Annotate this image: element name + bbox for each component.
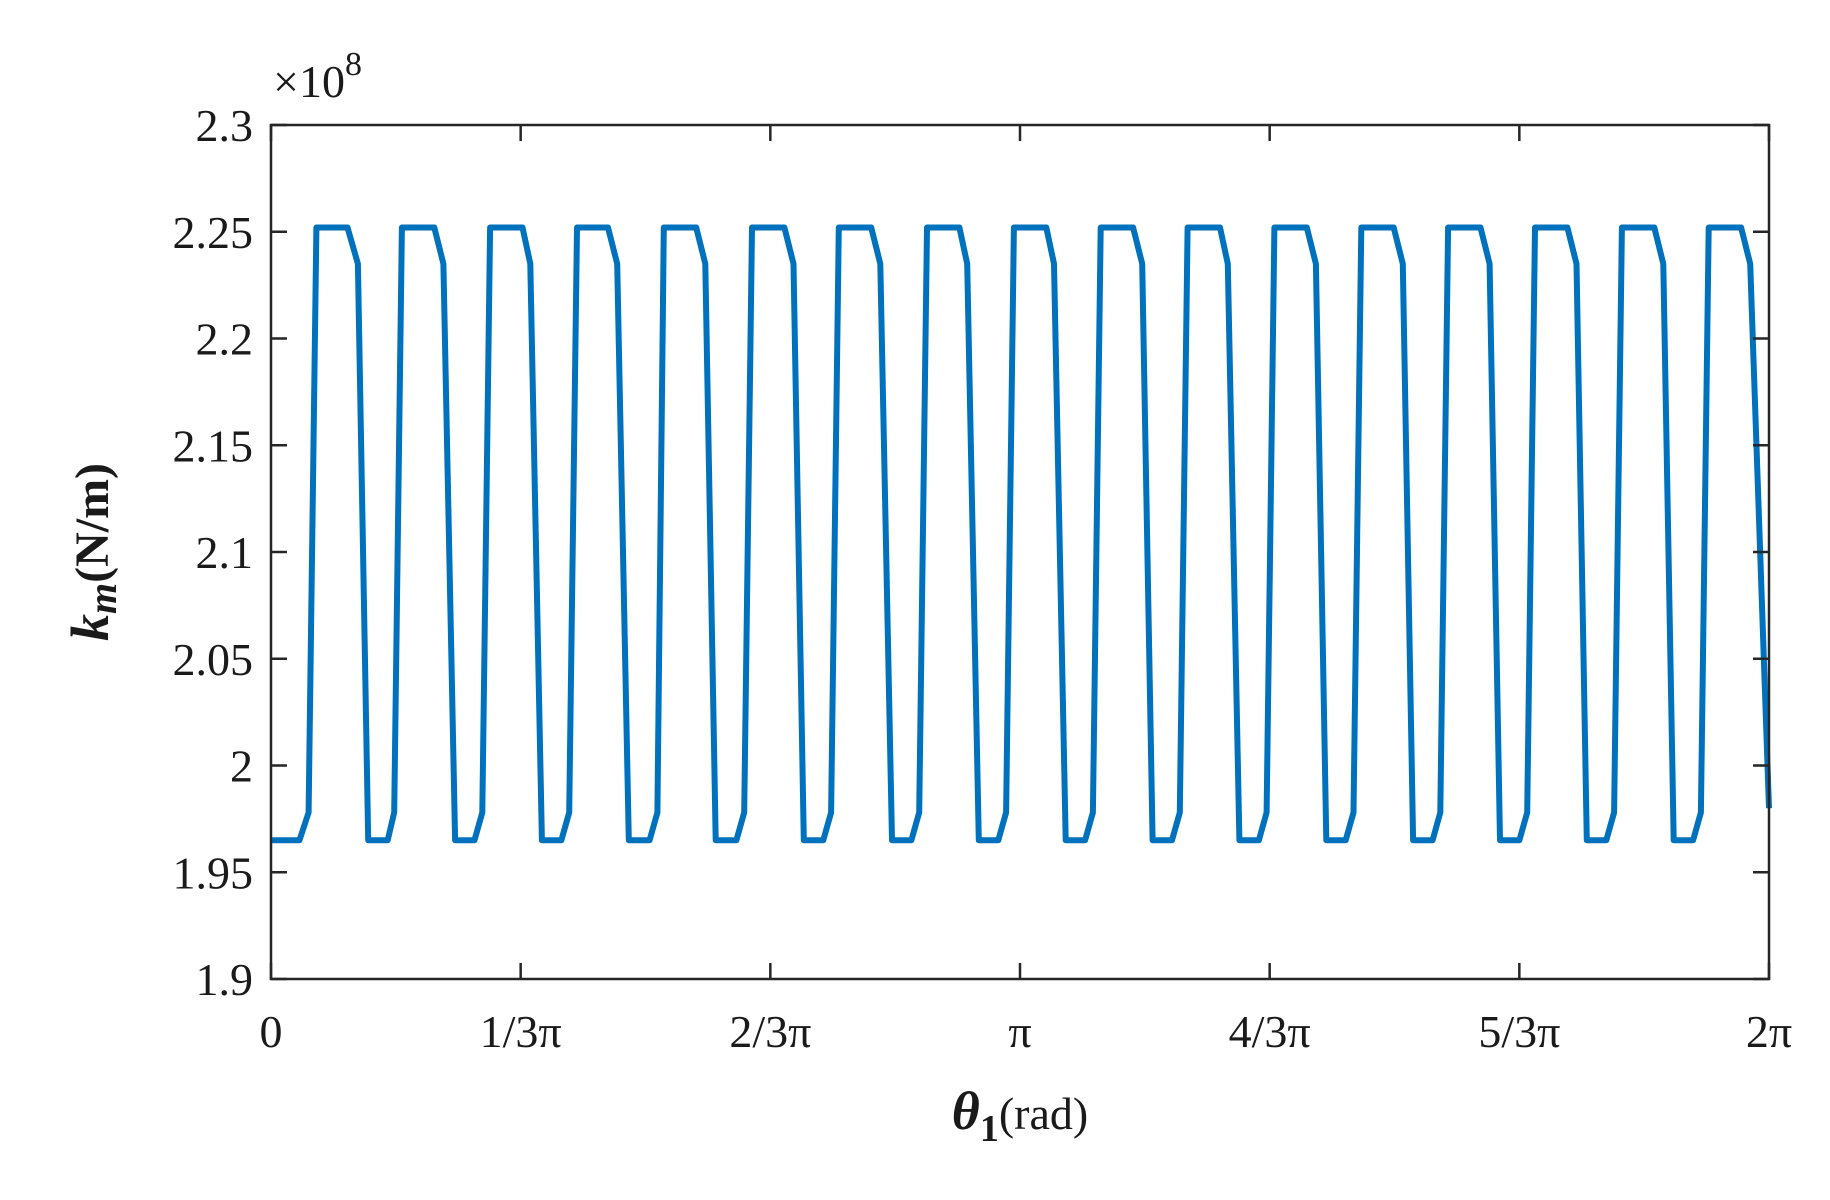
y-tick-label-8: 2.3	[196, 100, 254, 151]
y-tick-label-0: 1.9	[196, 954, 254, 1005]
series-layer	[271, 224, 1772, 844]
x-tick-label-2: 2/3π	[729, 1006, 811, 1057]
y-axis-symbol: k	[60, 614, 120, 641]
series-line-0	[271, 224, 1772, 844]
y-axis-subscript: m	[80, 583, 125, 614]
plot-frame	[269, 123, 1771, 981]
x-tick-label-5: 5/3π	[1478, 1006, 1560, 1057]
x-axis-title: θ1(rad)	[952, 1081, 1088, 1150]
x-tick-label-0: 0	[260, 1006, 283, 1057]
y-exponent-label: ×108	[273, 46, 362, 107]
x-axis-symbol: θ	[952, 1081, 980, 1141]
y-exponent-prefix: ×10	[273, 56, 345, 107]
ticks-layer: 1.9 1.95 2 2.05 2.1 2.15 2.2 2.25 2.3 0 1/3π 2/3π π 4…	[173, 100, 1793, 1057]
x-tick-label-3: π	[1008, 1006, 1031, 1057]
y-tick-label-2: 2	[230, 741, 253, 792]
y-tick-label-3: 2.05	[173, 634, 254, 685]
x-axis-subscript: 1	[980, 1108, 999, 1150]
y-axis-unit: (N/m)	[66, 463, 119, 583]
x-tick-label-6: 2π	[1746, 1006, 1792, 1057]
x-tick-label-4: 4/3π	[1229, 1006, 1311, 1057]
x-axis-unit: (rad)	[999, 1088, 1088, 1139]
y-tick-label-7: 2.25	[173, 207, 254, 258]
y-tick-label-1: 1.95	[173, 847, 254, 898]
y-tick-label-5: 2.15	[173, 420, 254, 471]
plot-area	[271, 125, 1769, 979]
y-axis-title: km(N/m)	[60, 463, 125, 641]
x-tick-label-1: 1/3π	[480, 1006, 562, 1057]
y-tick-label-4: 2.1	[196, 527, 254, 578]
y-tick-label-6: 2.2	[196, 314, 254, 365]
y-exponent-power: 8	[345, 46, 362, 83]
